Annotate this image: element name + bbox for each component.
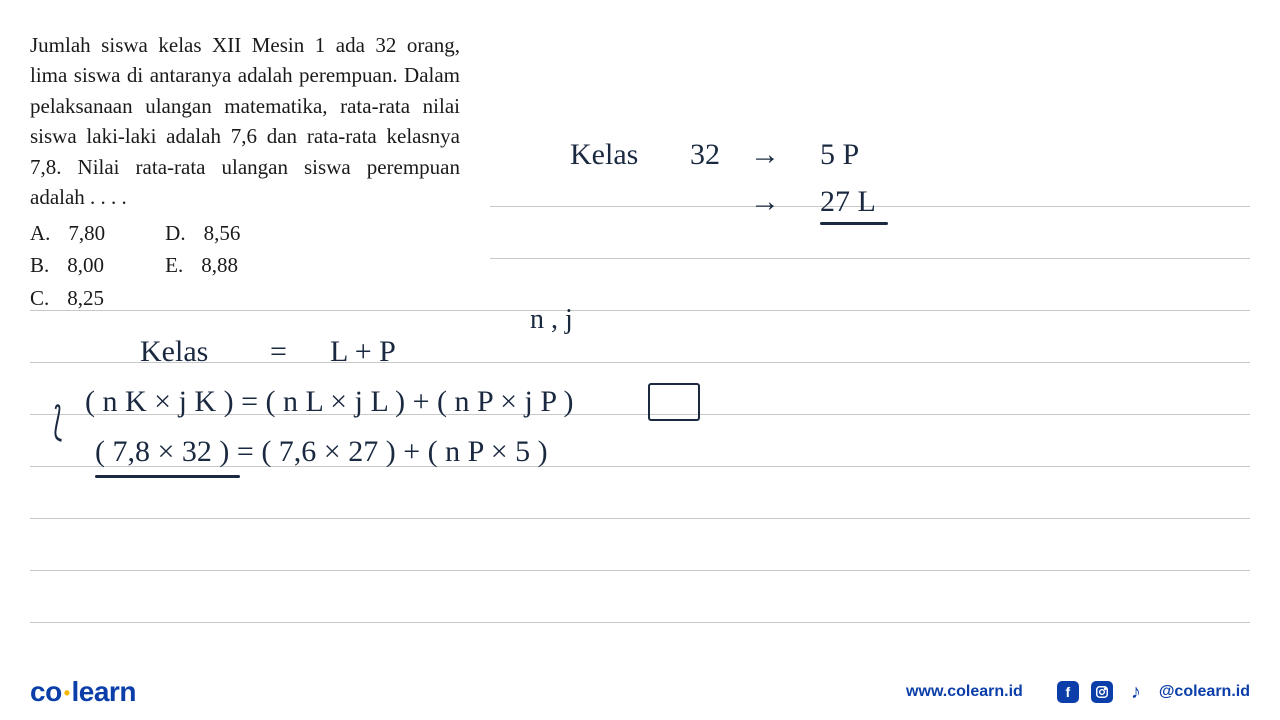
option-letter: D. [165, 218, 185, 248]
content-area: Jumlah siswa kelas XII Mesin 1 ada 32 or… [30, 20, 1250, 660]
option-a: A. 7,80 [30, 218, 105, 248]
footer-right: www.colearn.id f ♪ @colearn.id [906, 681, 1250, 703]
arrow-icon: → [750, 185, 780, 218]
hw-eq1-left: Kelas [140, 335, 208, 368]
question-text: Jumlah siswa kelas XII Mesin 1 ada 32 or… [30, 30, 460, 213]
rule-line [30, 259, 1250, 311]
logo-co: co [30, 676, 62, 707]
brand-logo: co•learn [30, 676, 136, 708]
hw-eq3: ( 7,8 × 32 ) = ( 7,6 × 27 ) + ( n P × 5 … [95, 435, 548, 468]
hw-nj: n , j [530, 305, 573, 336]
tiktok-icon: ♪ [1125, 681, 1147, 703]
logo-learn: learn [72, 676, 136, 707]
instagram-icon [1091, 681, 1113, 703]
rule-line [30, 571, 1250, 623]
option-letter: A. [30, 218, 50, 248]
rule-line [30, 311, 1250, 363]
footer-url: www.colearn.id [906, 683, 1023, 701]
ruled-lines [490, 155, 1250, 623]
arrow-icon: → [750, 138, 780, 171]
brace-icon: ⟅ [53, 398, 62, 445]
hw-eq1-eq: = [270, 335, 287, 368]
option-value: 8,56 [204, 218, 241, 248]
box-np [648, 383, 700, 421]
footer-handle: @colearn.id [1159, 683, 1250, 701]
hw-total: 32 [690, 138, 720, 171]
hw-27l: 27 L [820, 185, 876, 218]
option-d: D. 8,56 [165, 218, 240, 248]
hw-eq2: ( n K × j K ) = ( n L × j L ) + ( n P × … [85, 385, 573, 418]
rule-line [30, 519, 1250, 571]
option-value: 7,80 [68, 218, 105, 248]
underline-eq3 [95, 475, 240, 478]
hw-kelas-label: Kelas [570, 138, 638, 171]
hw-eq1-right: L + P [330, 335, 396, 368]
hw-5p: 5 P [820, 138, 859, 171]
logo-dot-icon: • [64, 683, 70, 703]
underline-stroke [820, 222, 888, 225]
footer: co•learn www.colearn.id f ♪ @colearn.id [30, 676, 1250, 708]
facebook-icon: f [1057, 681, 1079, 703]
